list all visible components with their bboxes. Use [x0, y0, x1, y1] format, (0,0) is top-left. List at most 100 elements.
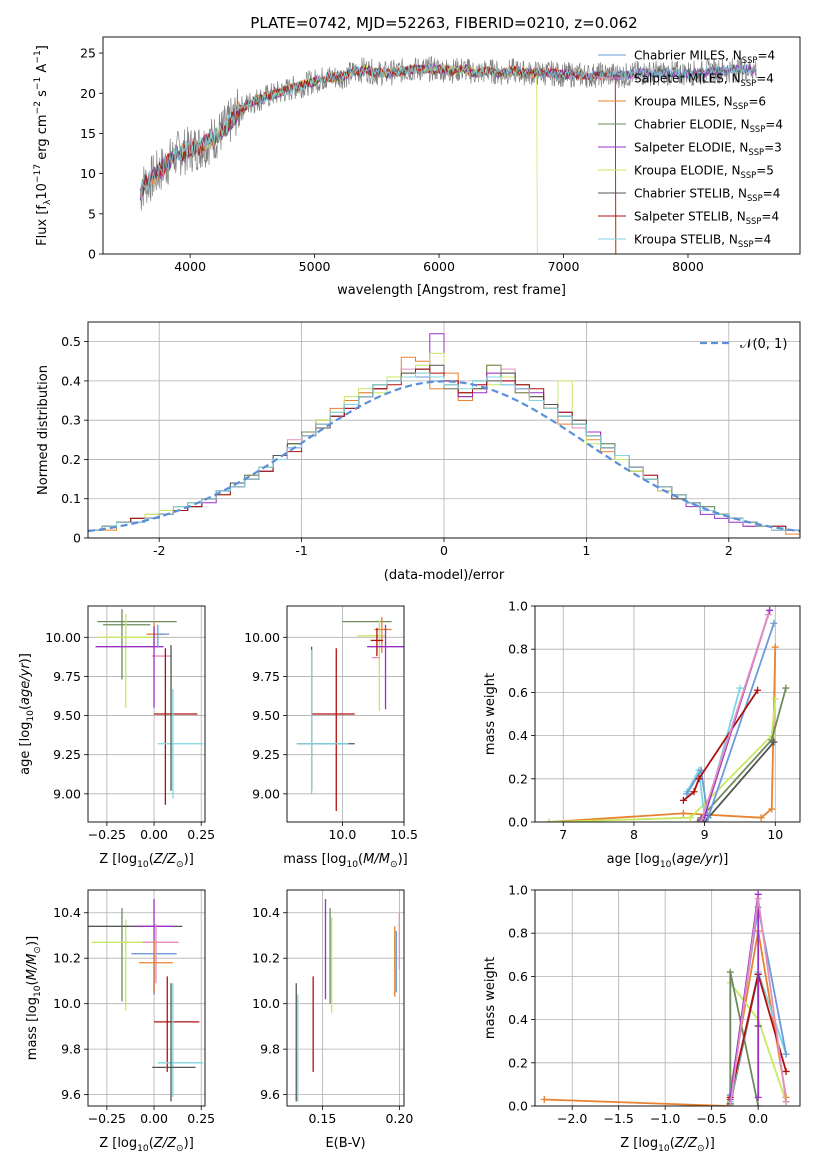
x-tick-label: -1: [295, 543, 307, 558]
label-part: SSP: [747, 193, 763, 203]
weight_vs_z-ylabel: mass weight: [483, 957, 498, 1039]
x-tick-label: 10: [767, 827, 783, 842]
label-part: age [log: [18, 722, 33, 775]
y-tick-label: 0.6: [508, 969, 528, 984]
residuals-ylabel: Normed distribution: [36, 365, 51, 495]
label-part: SSP: [750, 124, 766, 134]
weight-marker: [770, 619, 778, 627]
x-tick-label: 9: [701, 827, 709, 842]
label-part: =6: [748, 95, 766, 109]
x-tick-label: 7000: [548, 259, 580, 274]
x-tick-label: 0: [440, 543, 448, 558]
label-part: 10: [33, 985, 43, 997]
axes-age_vs_z: −0.25 0.00 0.25 9.00 9.25 9.50 9.75 10.00 Z [log…: [18, 605, 215, 870]
y-tick-label: 10: [80, 166, 96, 181]
y-tick-label: 25: [80, 46, 96, 61]
y-tick-label: 1.0: [508, 883, 528, 898]
x-tick-label: 10.5: [390, 827, 418, 842]
x-tick-label: −1.0: [650, 1111, 680, 1126]
weight-marker: [782, 1050, 790, 1058]
weight-line: [686, 687, 741, 818]
legend-entry-label: Salpeter ELODIE, NSSP​=3: [634, 141, 782, 158]
y-tick-label: 0.2: [508, 1055, 528, 1070]
y-tick-label: 9.50: [252, 708, 280, 723]
y-tick-label: 9.25: [53, 747, 81, 762]
label-part: 10: [35, 183, 50, 200]
y-tick-label: 9.8: [61, 1042, 81, 1057]
plot-area: [139, 56, 757, 254]
weight-line: [549, 698, 777, 822]
weight-line: [682, 689, 759, 802]
x-tick-label: −0.25: [88, 1111, 126, 1126]
weight-marker: [695, 775, 703, 783]
label-part: M/M: [363, 852, 390, 867]
label-part: λ: [43, 199, 53, 205]
y-tick-label: 0.4: [61, 373, 81, 388]
y-tick-label: 9.6: [61, 1087, 81, 1102]
spectrum-legend: Chabrier MILES, NSSP​=4 Salpeter MILES, N…: [598, 49, 783, 249]
label-part: ⊙: [33, 946, 43, 954]
label-part: ⊙: [176, 1144, 184, 1154]
errorbar-point: [154, 976, 200, 1072]
weight-marker: [782, 1098, 790, 1106]
weight-line: [700, 614, 770, 822]
age_vs_z-ylabel: age [log10​(age/yr)]: [18, 653, 36, 775]
y-tick-label: 0.6: [508, 685, 528, 700]
errorbar-point: [370, 627, 384, 657]
weight-marker: [694, 818, 702, 822]
y-tick-label: 9.75: [53, 669, 81, 684]
y-tick-label: 0.3: [61, 413, 81, 428]
weight-marker: [726, 1102, 734, 1106]
label-part: SSP: [733, 101, 749, 111]
axes-spectrum: 4000 5000 6000 7000 8000 0 5 10 15 20 25 wavelength…: [33, 36, 801, 298]
label-part: mass [log: [283, 852, 346, 867]
label-part: SSP: [738, 239, 754, 249]
weight-marker: [754, 686, 762, 694]
weight-marker: [754, 1102, 762, 1106]
weight-marker: [686, 814, 694, 822]
x-tick-label: 0.15: [308, 1111, 336, 1126]
x-tick-label: 5000: [299, 259, 331, 274]
label-part: )]: [25, 936, 40, 946]
label-part: Kroupa ELODIE, N: [634, 164, 741, 178]
label-part: =4: [765, 118, 783, 132]
x-tick-label: −0.25: [88, 827, 126, 842]
label-part: Kroupa STELIB, N: [634, 233, 738, 247]
weight-marker: [782, 1067, 790, 1075]
errorbar-point: [311, 648, 355, 812]
plot-area: [88, 322, 800, 538]
label-part: Kroupa MILES, N: [634, 95, 733, 109]
label-part: (: [671, 852, 676, 867]
label-part: Chabrier STELIB, N: [634, 187, 747, 201]
x-tick-label: 10.0: [328, 827, 356, 842]
weight-series: [697, 611, 772, 822]
axes-frame: [534, 605, 801, 823]
plot-area: [287, 890, 404, 1106]
errorbar-point: [357, 620, 386, 711]
weight-marker: [754, 895, 762, 903]
gaussian-legend-label: 𝒩(0, 1): [740, 337, 787, 352]
errorbar-point: [152, 983, 196, 1102]
y-tick-label: 1.0: [508, 599, 528, 614]
gaussian-curve: [88, 380, 800, 533]
y-tick-label: 15: [80, 126, 96, 141]
y-tick-label: 10.4: [252, 905, 280, 920]
legend-entry-label: Kroupa ELODIE, NSSP​=5: [634, 164, 774, 181]
mass_vs_z-ylabel: mass [log10​(M/M⊙​)]: [25, 936, 43, 1060]
label-part: =4: [761, 210, 779, 224]
label-part: SSP: [748, 147, 764, 157]
axes-residuals: -2 -1 0 1 2 0 0.1 0.2 0.3 0.4 0.5 (data-model)/erro…: [36, 321, 801, 583]
label-part: (: [149, 1136, 154, 1151]
weight-series: [683, 619, 778, 822]
age_vs_z-xlabel: Z [log10​(Z/Z⊙​)]: [99, 852, 194, 870]
weight-marker: [770, 738, 778, 746]
figure-title: PLATE=0742, MJD=52263, FIBERID=0210, z=0…: [250, 14, 637, 32]
weight-marker: [757, 814, 765, 822]
y-tick-label: 0: [73, 531, 81, 546]
errorbar-point: [157, 688, 204, 799]
label-part: (: [149, 852, 154, 867]
axes-age_vs_mass: 10.0 10.5 9.00 9.25 9.50 9.75 10.00 mass [log10…: [244, 605, 418, 870]
y-tick-label: 9.00: [53, 786, 81, 801]
y-tick-label: 0.8: [508, 642, 528, 657]
label-part: 10: [26, 710, 36, 722]
